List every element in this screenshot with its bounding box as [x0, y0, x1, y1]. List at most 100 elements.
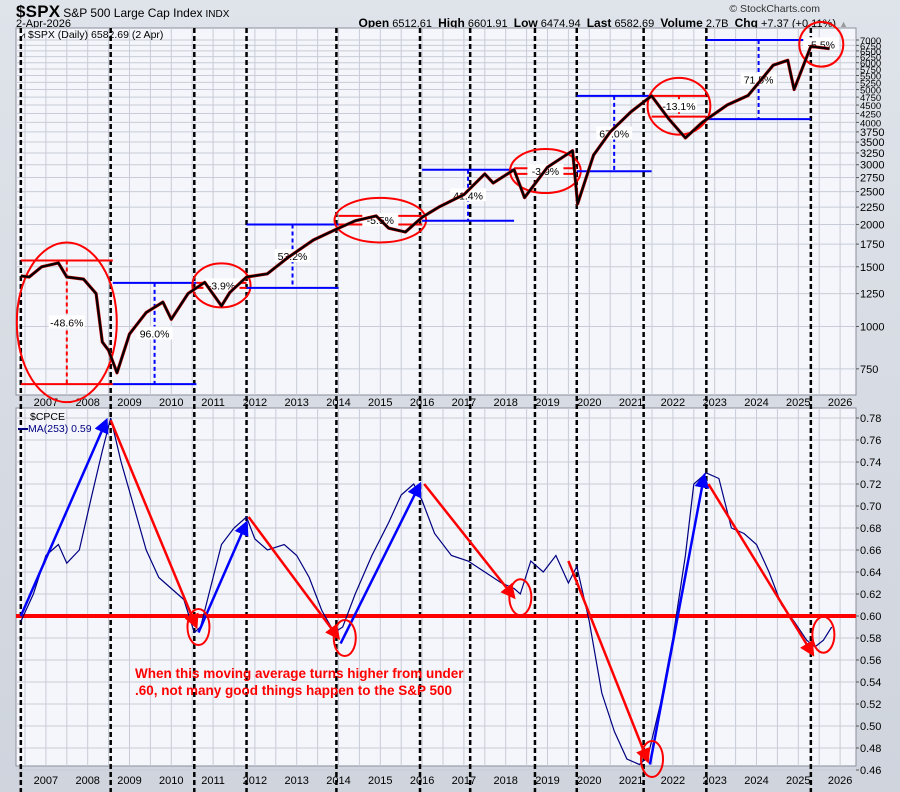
x-tick-label: 2023 [702, 397, 726, 409]
y-tick-label: 1250 [860, 289, 884, 301]
y-tick-label: 750 [860, 364, 878, 376]
highlight-circle [640, 740, 664, 778]
exchange: INDX [205, 9, 230, 20]
highlight-circle [811, 615, 836, 654]
line-swatch-icon [18, 428, 28, 431]
range-label-bg [136, 326, 173, 340]
y-tick-label: 0.74 [860, 457, 881, 469]
x-tick-label: 2024 [744, 775, 768, 787]
indicator-panel [15, 407, 857, 767]
cpce-title: $CPCE [30, 411, 66, 423]
range-label-bg [740, 72, 777, 86]
blue-trend-arrow [648, 472, 710, 765]
x-tick-label: 2020 [577, 775, 601, 787]
y-tick-label: 0.58 [860, 633, 881, 645]
x-tick-label: 2007 [34, 397, 58, 409]
volume-label: Volume [660, 16, 703, 30]
x-tick-label: 2014 [326, 397, 350, 409]
x-tick-label: 2015 [368, 397, 392, 409]
y-tick-label: 6500 [860, 47, 881, 58]
x-tick-label: 2024 [744, 397, 768, 409]
range-label-bg [660, 99, 697, 113]
y-tick-label: 1000 [860, 321, 884, 333]
x-tick-label: 2022 [661, 397, 685, 409]
up-triangle-icon: ▲ [839, 19, 848, 29]
y-tick-label: 0.68 [860, 523, 881, 535]
x-tick-label: 2022 [661, 775, 685, 787]
x-tick-label: 2019 [535, 397, 559, 409]
x-tick-label: 2010 [159, 775, 183, 787]
x-tick-label: 2021 [619, 397, 643, 409]
y-tick-label: 3250 [860, 148, 884, 160]
price-bar-icon: ⩘ [20, 30, 26, 40]
y-tick-label: 0.70 [860, 501, 881, 513]
price-stats: Open 6512.61 High 6601.91 Low 6474.94 La… [358, 16, 848, 30]
y-tick-label: 6750 [860, 41, 881, 52]
chart-date: 2-Apr-2026 [16, 18, 72, 30]
x-tick-label: 2010 [159, 397, 183, 409]
y-tick-label: 0.48 [860, 743, 881, 755]
y-tick-label: 5500 [860, 72, 881, 83]
high-value: 6601.91 [467, 18, 508, 30]
y-tick-label: 5000 [860, 86, 881, 97]
x-tick-label: 2018 [493, 775, 517, 787]
y-tick-label: 7000 [860, 36, 881, 47]
chart-header: $SPX S&P 500 Large Cap Index INDX [16, 2, 229, 22]
index-name: S&P 500 Large Cap Index [63, 6, 203, 20]
highlight-circle [798, 21, 845, 68]
chg-value: +7.37 (+0.11%) [761, 18, 837, 30]
y-tick-label: 3500 [860, 137, 884, 149]
ma-legend-text: MA(253) 0.59 [28, 423, 92, 435]
x-tick-label: 2011 [201, 775, 225, 787]
annotation-text: When this moving average turns higher fr… [135, 665, 464, 699]
y-tick-label: 6000 [860, 59, 881, 70]
y-tick-label: 2000 [860, 219, 884, 231]
symbol: $SPX [16, 2, 61, 21]
x-tick-label: 2013 [284, 397, 308, 409]
ma-legend: MA(253) 0.59 [18, 423, 92, 435]
low-label: Low [513, 16, 538, 30]
y-tick-label: 0.52 [860, 699, 881, 711]
y-tick-label: 0.78 [860, 413, 881, 425]
y-tick-label: 4000 [860, 118, 881, 129]
x-tick-label: 2023 [702, 775, 726, 787]
y-tick-label: 0.46 [860, 765, 881, 777]
range-label-bg [48, 315, 85, 329]
x-tick-label: 2026 [828, 775, 852, 787]
range-label: -3.9% [208, 280, 235, 292]
range-label: 41.4% [453, 190, 483, 202]
range-label: -13.1% [662, 101, 695, 113]
volume-value: 2.7B [705, 18, 729, 30]
highlight-circle [186, 608, 211, 646]
x-tick-label: 2014 [326, 775, 350, 787]
x-tick-label: 2013 [284, 775, 308, 787]
y-tick-label: 5750 [860, 65, 881, 76]
x-tick-label: 2008 [75, 775, 99, 787]
red-trend-arrow [567, 560, 651, 764]
x-tick-label: 2007 [34, 775, 58, 787]
y-tick-label: 0.72 [860, 479, 881, 491]
y-tick-label: 5250 [860, 78, 881, 89]
x-tick-label: 2015 [368, 775, 392, 787]
x-tick-label: 2009 [117, 775, 141, 787]
chg-label: Chg [734, 16, 758, 30]
x-tick-label: 2012 [243, 775, 267, 787]
x-tick-label: 2020 [577, 397, 601, 409]
blue-trend-arrow [19, 417, 109, 617]
x-tick-label: 2026 [828, 397, 852, 409]
x-tick-label: 2011 [201, 397, 225, 409]
spx-legend-text: $SPX (Daily) 6582.69 (2 Apr) [28, 29, 164, 41]
y-tick-label: 0.76 [860, 435, 881, 447]
high-label: High [438, 16, 465, 30]
annotation-line-1: When this moving average turns higher fr… [135, 666, 464, 681]
highlight-circle [646, 76, 712, 136]
x-tick-label: 2017 [452, 775, 476, 787]
x-tick-label: 2018 [493, 397, 517, 409]
highlight-circle [332, 619, 357, 657]
price-line [20, 45, 830, 374]
spx-legend: ⩘ $SPX (Daily) 6582.69 (2 Apr) [20, 29, 163, 41]
open-value: 6512.61 [392, 18, 432, 30]
y-tick-label: 6250 [860, 53, 881, 64]
y-tick-label: 0.62 [860, 589, 881, 601]
